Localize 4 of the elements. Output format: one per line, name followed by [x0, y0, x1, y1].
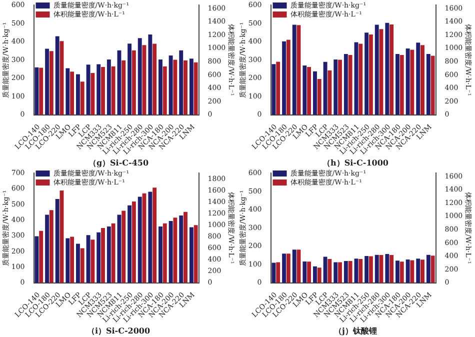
text: （h）Si-C-1000 [322, 157, 389, 168]
text: （g）Si-C-450 [88, 157, 149, 168]
text: （i）Si-C-2000 [86, 325, 150, 336]
text: （j）钛酸锂 [334, 325, 377, 336]
